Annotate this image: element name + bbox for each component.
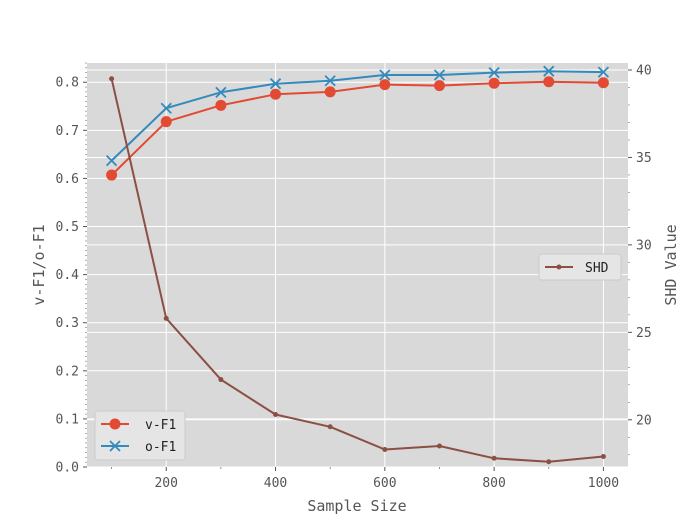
data-point-v-f1 (433, 80, 445, 92)
data-point-o-f1 (215, 86, 227, 98)
data-point-shd (273, 412, 279, 418)
series-line-v-f1 (110, 80, 604, 176)
x-tick-label: 800 (482, 476, 505, 491)
legend-shd-box (538, 253, 622, 281)
data-point-v-f1 (379, 79, 391, 91)
legend-vf1-label: v-F1 (145, 418, 176, 433)
data-point-shd (546, 459, 552, 465)
data-point-v-f1 (324, 86, 336, 98)
x-tick-label: 400 (264, 476, 287, 491)
data-point-v-f1 (215, 99, 227, 111)
data-point-v-f1 (543, 76, 555, 88)
right-tick-label: 40 (636, 63, 652, 78)
legend-f1: v-F1 o-F1 (94, 410, 186, 461)
right-tick-label: 25 (636, 326, 652, 341)
x-tick-label: 1000 (588, 476, 619, 491)
data-point-v-f1 (160, 116, 172, 128)
data-point-o-f1 (324, 75, 336, 87)
grid (87, 63, 628, 468)
data-point-shd (436, 443, 442, 449)
data-point-shd (109, 76, 115, 82)
legend-shd-label: SHD (585, 261, 609, 276)
data-point-o-f1 (269, 78, 282, 90)
right-axis-label: SHD Value (662, 224, 680, 305)
data-point-shd (491, 455, 497, 461)
legend-of1-label: o-F1 (145, 440, 176, 455)
left-axis: 0.0 0.1 0.2 0.3 0.4 0.5 0.6 0.7 0.8 (56, 62, 87, 476)
data-point-o-f1 (597, 66, 610, 78)
series-layer (105, 65, 610, 465)
data-point-shd (163, 315, 169, 321)
left-tick-label: 0.2 (56, 364, 79, 379)
left-tick-label: 0.5 (56, 220, 79, 235)
data-point-shd (327, 424, 333, 430)
data-point-o-f1 (105, 154, 118, 167)
series-line-o-f1 (110, 70, 604, 162)
x-axis: 200 400 600 800 1000 (111, 467, 619, 491)
right-tick-label: 20 (636, 413, 652, 428)
legend-vf1-marker (109, 418, 121, 430)
data-point-o-f1 (488, 66, 500, 79)
data-point-v-f1 (488, 77, 500, 89)
left-axis-label: v-F1/o-F1 (30, 224, 48, 305)
data-point-shd (382, 447, 388, 453)
right-tick-label: 35 (636, 151, 652, 166)
data-point-v-f1 (106, 169, 118, 181)
data-point-v-f1 (597, 77, 609, 89)
legend-of1-marker (109, 440, 121, 452)
x-axis-label: Sample Size (307, 497, 406, 515)
left-tick-label: 0.7 (56, 124, 79, 139)
series-line-shd (110, 78, 604, 463)
legend-shd: SHD (538, 253, 622, 281)
data-point-shd (218, 377, 224, 383)
left-tick-label: 0.4 (56, 268, 80, 283)
x-tick-label: 200 (154, 476, 177, 491)
data-point-shd (600, 454, 606, 460)
data-point-o-f1 (379, 69, 391, 81)
left-tick-label: 0.0 (56, 461, 79, 476)
x-tick-label: 600 (373, 476, 396, 491)
data-point-o-f1 (433, 69, 446, 81)
legend-shd-marker (556, 264, 562, 270)
left-tick-label: 0.6 (56, 172, 79, 187)
data-point-o-f1 (543, 65, 555, 77)
data-point-o-f1 (160, 102, 172, 114)
left-tick-label: 0.8 (56, 76, 79, 91)
right-tick-label: 30 (636, 238, 652, 253)
left-tick-label: 0.1 (56, 412, 79, 427)
data-point-v-f1 (270, 88, 282, 100)
right-axis: 20 25 30 35 40 (628, 63, 652, 456)
left-tick-label: 0.3 (56, 316, 79, 331)
